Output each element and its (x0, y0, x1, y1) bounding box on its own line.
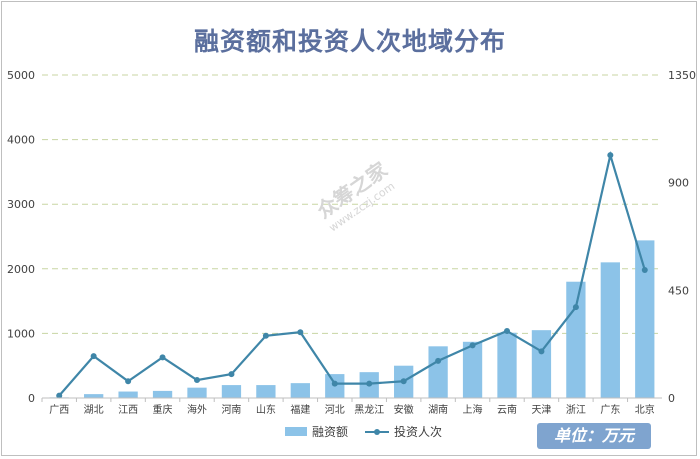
y-left-tick-label: 5000 (7, 69, 35, 82)
y-left-tick-label: 0 (28, 392, 35, 405)
bar (290, 383, 310, 398)
bar-series (49, 240, 655, 398)
line-point (504, 328, 510, 335)
x-category-label: 黑龙江 (354, 403, 384, 416)
x-category-label: 云南 (497, 403, 517, 416)
legend-marker-line (374, 429, 380, 435)
x-category-label: 上海 (463, 403, 483, 416)
x-category-label: 广东 (600, 403, 620, 416)
bar (635, 240, 655, 398)
bar (84, 394, 104, 398)
x-category-label: 重庆 (153, 403, 173, 416)
legend-swatch-bar (285, 427, 307, 436)
line-point (469, 342, 476, 349)
line-point (228, 371, 235, 378)
x-category-label: 海外 (187, 403, 207, 416)
y-right-tick-label: 0 (668, 392, 675, 405)
x-category-label: 湖北 (84, 404, 104, 416)
bar (118, 391, 138, 398)
line-point (538, 348, 545, 355)
line-point (331, 380, 338, 387)
x-category-label: 河南 (221, 403, 241, 416)
x-category-label: 山东 (256, 403, 276, 416)
line-point (125, 378, 132, 385)
line-point (435, 357, 442, 364)
legend: 融资额 投资人次 (285, 424, 442, 439)
line-series (56, 150, 648, 399)
axes: 0 1000 2000 3000 4000 5000 0 450 900 1350 广西 湖北 江西 重庆… (7, 69, 696, 416)
bar (600, 262, 620, 398)
line-point (366, 380, 373, 387)
line-point (572, 304, 579, 311)
y-left-tick-label: 3000 (7, 198, 35, 211)
line-point (159, 354, 166, 361)
legend-label-line: 投资人次 (394, 424, 442, 439)
bar (531, 330, 552, 398)
gridlines (42, 74, 662, 334)
line-point (194, 377, 200, 384)
y-left-tick-label: 2000 (7, 263, 35, 276)
x-category-label: 北京 (635, 403, 655, 416)
x-category-label: 福建 (290, 403, 310, 416)
bar (256, 385, 276, 398)
y-right-tick-label: 1350 (668, 69, 696, 82)
y-left-tick-label: 1000 (7, 327, 35, 340)
bar (566, 281, 586, 398)
line-point (90, 353, 97, 360)
bar (497, 332, 517, 398)
line-point (641, 266, 648, 273)
bar (462, 341, 483, 398)
line-point (400, 378, 407, 385)
x-category-label: 广西 (49, 404, 69, 416)
y-left-tick-label: 4000 (7, 134, 35, 147)
unit-badge: 单位：万元 (537, 423, 651, 449)
line-point (297, 329, 304, 336)
legend-label-bar: 融资额 (312, 425, 348, 439)
y-right-tick-label: 900 (668, 177, 689, 190)
x-category-label: 河北 (325, 404, 345, 416)
x-category-label: 湖南 (428, 403, 448, 416)
y-right-tick-label: 450 (668, 284, 689, 297)
x-category-label: 江西 (118, 404, 138, 416)
bar (187, 387, 207, 398)
bar (221, 385, 242, 398)
x-category-label: 浙江 (566, 404, 586, 416)
chart-title: 融资额和投资人次地域分布 (193, 27, 506, 56)
line-point (607, 152, 614, 159)
x-category-label: 安徽 (394, 403, 414, 416)
line-path (58, 150, 646, 397)
bar (152, 390, 173, 398)
line-point (56, 392, 63, 399)
line-point (262, 332, 269, 339)
x-category-label: 天津 (531, 404, 551, 416)
bar (428, 346, 448, 398)
